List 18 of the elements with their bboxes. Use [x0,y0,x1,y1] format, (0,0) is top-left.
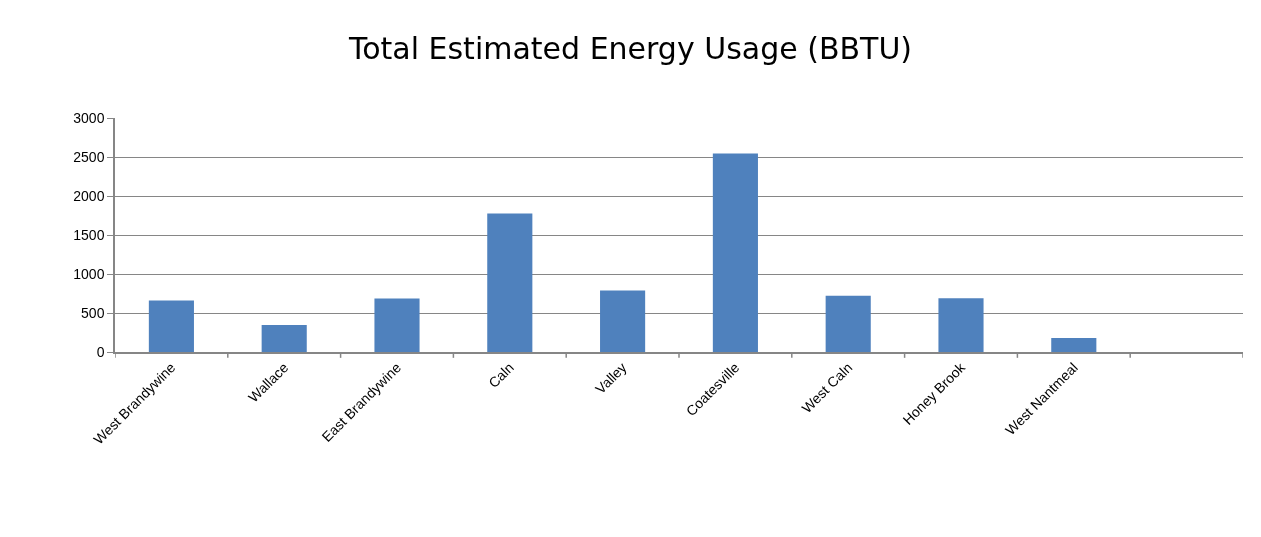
bar [374,298,420,352]
bar [825,295,871,352]
y-tick-label: 1000 [73,265,105,282]
bar [938,298,984,352]
y-tick-label: 2500 [73,148,105,165]
y-tick-label: 500 [81,304,105,321]
y-tick-label: 1500 [73,226,105,243]
bar [1051,337,1097,352]
y-tick-label: 0 [96,343,105,360]
bar [600,290,646,352]
y-tick-label: 3000 [73,109,105,126]
bar [487,213,533,352]
bar [148,300,194,352]
bar [712,153,758,352]
y-tick-label: 2000 [73,187,105,204]
x-tick-label: Caln [485,359,517,391]
chart-title: Total Estimated Energy Usage (BBTU) [347,30,913,66]
bar [261,325,307,352]
